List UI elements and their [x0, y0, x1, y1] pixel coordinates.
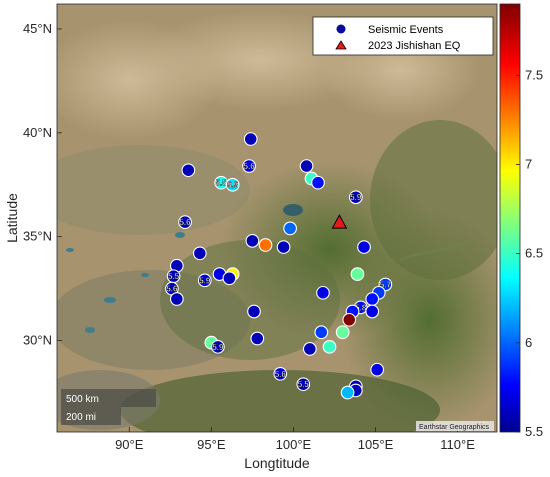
jishishan-eq-marker	[331, 214, 348, 229]
seismic-event-marker	[181, 163, 196, 178]
y-tick-label: 40°N	[23, 125, 52, 140]
colorbar-tick-label: 7	[525, 157, 532, 172]
seismic-event-magnitude-label: 5.9	[212, 343, 224, 352]
attribution-text: Earthstar Geographics	[419, 424, 490, 431]
y-tick-label: 35°N	[23, 229, 52, 244]
scale-km-label: 500 km	[66, 394, 99, 405]
scale-bar: 500 km 200 mi	[61, 389, 156, 425]
seismic-event-magnitude-label: 5.5	[168, 272, 180, 281]
y-axis-title: Latitude	[4, 193, 20, 243]
seismic-event-magnitude-label: 5.6	[275, 370, 287, 379]
seismic-event-marker	[197, 273, 212, 288]
seismic-event-marker	[242, 159, 256, 173]
seismic-events-layer: 5.65.5 5.55.95.65.5 5.9 5.75.65.85.95.65.5	[165, 132, 393, 400]
seismic-event-magnitude-label: 5.7	[380, 280, 392, 289]
seismic-event-magnitude-label: 5.6	[244, 162, 256, 171]
seismic-event-marker	[302, 342, 317, 356]
seismic-event-marker	[211, 339, 225, 354]
seismic-event-marker	[243, 132, 258, 146]
legend-label-seismic-events: Seismic Events	[368, 24, 444, 36]
seismic-event-marker	[225, 177, 240, 192]
seismic-event-marker	[350, 267, 365, 281]
x-axis: 90°E 95°E 100°E 105°E 110°E	[115, 427, 475, 452]
seismic-event-marker	[348, 190, 363, 205]
colorbar-tick-label: 7.5	[525, 67, 543, 82]
seismic-event-magnitude-label: 5.6	[179, 218, 191, 227]
seismic-event-marker	[322, 339, 337, 354]
satellite-basemap	[57, 4, 497, 432]
seismic-event-magnitude-label: 5.5	[298, 380, 310, 389]
seismic-event-marker	[299, 159, 314, 173]
seismic-event-marker	[296, 377, 311, 392]
scale-mi-label: 200 mi	[66, 412, 96, 423]
x-tick-label: 90°E	[115, 437, 144, 452]
seismic-event-marker	[276, 240, 291, 254]
x-tick-label: 105°E	[358, 437, 394, 452]
seismic-event-marker	[283, 221, 297, 236]
colorbar-tick-label: 6	[525, 335, 532, 350]
colorbar: 5.5 6 6.5 7 7.5	[499, 3, 543, 439]
colorbar-gradient	[499, 3, 521, 433]
seismic-event-marker	[178, 215, 192, 230]
seismic-event-magnitude-label: 5.9	[199, 276, 211, 285]
seismic-event-marker	[314, 325, 329, 340]
seismic-event-marker	[222, 271, 237, 286]
y-tick-label: 30°N	[23, 333, 52, 348]
colorbar-ticks: 5.5 6 6.5 7 7.5	[516, 67, 543, 439]
seismic-event-marker	[247, 304, 261, 319]
seismic-event-legend-marker	[336, 24, 346, 34]
seismic-event-magnitude-label: 5.9	[350, 193, 362, 202]
scale-bar-mi	[61, 407, 121, 425]
map-frame	[56, 3, 498, 433]
seismic-event-marker	[170, 292, 184, 306]
x-tick-label: 100°E	[276, 437, 312, 452]
seismic-event-magnitude-label: 5.5	[227, 181, 239, 190]
seismic-event-marker	[335, 325, 350, 340]
seismic-event-marker	[365, 292, 380, 306]
legend-label-jishishan-eq: 2023 Jishishan EQ	[368, 40, 461, 52]
seismic-event-marker	[273, 366, 288, 381]
seismic-event-marker	[250, 331, 265, 346]
seismic-event-marker	[316, 285, 330, 300]
seismic-event-marker	[340, 385, 355, 400]
seismic-event-marker	[245, 234, 260, 248]
seismic-event-marker	[311, 175, 325, 190]
seismic-event-magnitude-label: 5.8	[355, 303, 367, 312]
x-tick-label: 110°E	[440, 437, 475, 452]
attribution-box	[416, 421, 494, 431]
y-tick-label: 45°N	[23, 21, 52, 36]
seismic-event-magnitude-label: 5.5	[216, 179, 228, 188]
scale-bar-km	[61, 389, 156, 407]
seismic-event-marker	[192, 246, 207, 261]
seismic-event-marker	[365, 304, 380, 319]
colorbar-tick-label: 5.5	[525, 424, 543, 439]
seismic-event-marker	[342, 312, 357, 327]
x-tick-label: 95°E	[197, 437, 226, 452]
seismic-event-marker	[258, 238, 273, 252]
seismic-event-marker	[357, 240, 371, 254]
seismic-event-magnitude-label: 5.6	[166, 285, 178, 294]
seismic-event-marker	[370, 362, 384, 377]
colorbar-tick-label: 6.5	[525, 246, 543, 261]
legend: Seismic Events 2023 Jishishan EQ	[312, 16, 494, 56]
jishishan-legend-marker	[335, 40, 347, 50]
y-axis: 30°N 35°N 40°N 45°N	[23, 21, 62, 348]
x-axis-title: Longtitude	[244, 455, 310, 471]
